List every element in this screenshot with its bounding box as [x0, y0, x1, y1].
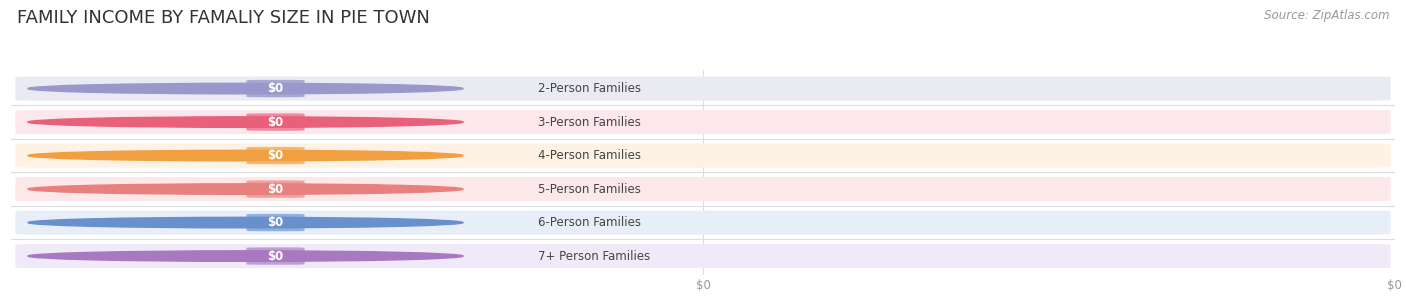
Circle shape [28, 150, 463, 161]
FancyBboxPatch shape [246, 180, 305, 198]
FancyBboxPatch shape [15, 110, 1391, 134]
Text: $0: $0 [267, 149, 284, 162]
Text: 2-Person Families: 2-Person Families [538, 82, 641, 95]
Circle shape [28, 251, 463, 261]
FancyBboxPatch shape [15, 244, 1391, 268]
Text: 7+ Person Families: 7+ Person Families [538, 249, 651, 263]
Circle shape [28, 184, 463, 194]
Text: $0: $0 [267, 216, 284, 229]
Text: $0: $0 [267, 82, 284, 95]
FancyBboxPatch shape [246, 147, 305, 164]
FancyBboxPatch shape [15, 77, 1391, 101]
Text: $0: $0 [267, 116, 284, 129]
FancyBboxPatch shape [246, 113, 305, 131]
FancyBboxPatch shape [246, 214, 305, 231]
FancyBboxPatch shape [246, 80, 305, 97]
Text: $0: $0 [267, 183, 284, 196]
Text: Source: ZipAtlas.com: Source: ZipAtlas.com [1264, 9, 1389, 22]
FancyBboxPatch shape [15, 177, 1391, 201]
Text: 6-Person Families: 6-Person Families [538, 216, 641, 229]
FancyBboxPatch shape [246, 247, 305, 265]
Circle shape [28, 83, 463, 94]
FancyBboxPatch shape [15, 144, 1391, 168]
Text: $0: $0 [267, 249, 284, 263]
Text: 5-Person Families: 5-Person Families [538, 183, 641, 196]
Circle shape [28, 217, 463, 228]
Circle shape [28, 117, 463, 127]
Text: FAMILY INCOME BY FAMALIY SIZE IN PIE TOWN: FAMILY INCOME BY FAMALIY SIZE IN PIE TOW… [17, 9, 430, 27]
Text: 4-Person Families: 4-Person Families [538, 149, 641, 162]
Text: 3-Person Families: 3-Person Families [538, 116, 641, 129]
FancyBboxPatch shape [15, 210, 1391, 235]
